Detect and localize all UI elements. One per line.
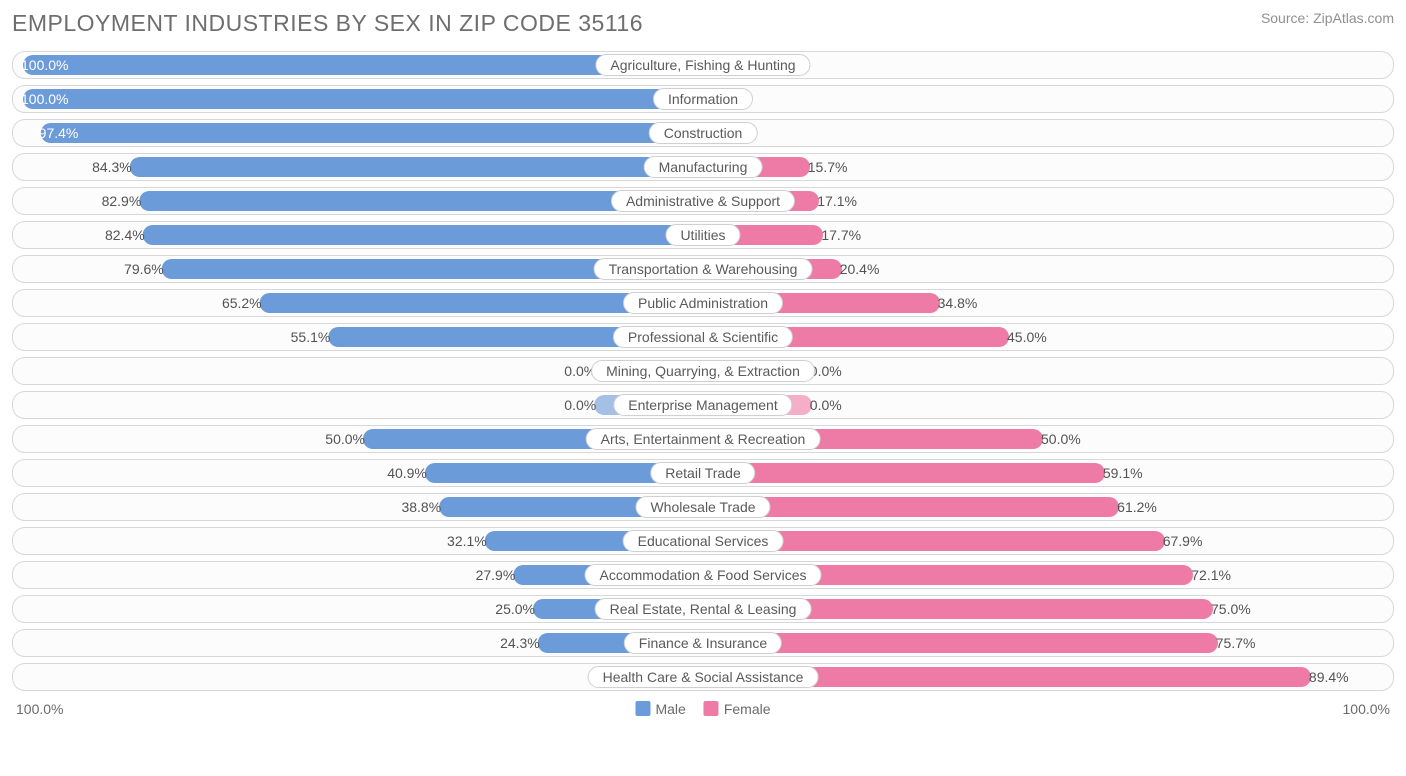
chart-row: 50.0% 50.0% Arts, Entertainment & Recreati…	[12, 425, 1394, 453]
swatch-male	[635, 701, 650, 716]
category-label: Finance & Insurance	[624, 632, 782, 654]
value-male: 25.0%	[495, 596, 535, 622]
value-male: 38.8%	[401, 494, 441, 520]
bar-male	[130, 157, 703, 177]
chart-rows: 100.0%0.0%Agriculture, Fishing & Hunting…	[12, 51, 1394, 691]
chart-row: 24.3% 75.7% Finance & Insurance	[12, 629, 1394, 657]
category-label: Professional & Scientific	[613, 326, 793, 348]
chart-row: 0.0% 0.0% Enterprise Management	[12, 391, 1394, 419]
value-male: 32.1%	[447, 528, 487, 554]
chart-title: EMPLOYMENT INDUSTRIES BY SEX IN ZIP CODE…	[12, 10, 643, 37]
category-label: Administrative & Support	[611, 190, 795, 212]
category-label: Real Estate, Rental & Leasing	[595, 598, 812, 620]
swatch-female	[704, 701, 719, 716]
chart-row: 10.6%89.4%Health Care & Social Assistanc…	[12, 663, 1394, 691]
value-male: 40.9%	[387, 460, 427, 486]
bar-female	[703, 463, 1105, 483]
category-label: Arts, Entertainment & Recreation	[586, 428, 821, 450]
category-label: Utilities	[665, 224, 740, 246]
value-female: 17.1%	[817, 188, 857, 214]
chart-source: Source: ZipAtlas.com	[1261, 10, 1394, 26]
chart-row: 38.8% 61.2% Wholesale Trade	[12, 493, 1394, 521]
category-label: Educational Services	[623, 530, 784, 552]
value-male: 79.6%	[124, 256, 164, 282]
chart-row: 97.4%2.6%Construction	[12, 119, 1394, 147]
value-female: 50.0%	[1041, 426, 1081, 452]
chart-row: 84.3% 15.7% Manufacturing	[12, 153, 1394, 181]
value-female: 75.7%	[1216, 630, 1256, 656]
chart-row: 27.9% 72.1% Accommodation & Food Services	[12, 561, 1394, 589]
axis-left-label: 100.0%	[16, 701, 63, 717]
category-label: Public Administration	[623, 292, 783, 314]
value-female: 67.9%	[1163, 528, 1203, 554]
chart-row: 40.9% 59.1% Retail Trade	[12, 459, 1394, 487]
value-male: 82.9%	[102, 188, 142, 214]
legend-female: Female	[704, 701, 771, 717]
category-label: Mining, Quarrying, & Extraction	[591, 360, 815, 382]
value-male: 100.0%	[21, 86, 68, 112]
value-male: 84.3%	[92, 154, 132, 180]
value-female: 72.1%	[1191, 562, 1231, 588]
category-label: Health Care & Social Assistance	[588, 666, 819, 688]
value-female: 75.0%	[1211, 596, 1251, 622]
chart-row: 82.9% 17.1% Administrative & Support	[12, 187, 1394, 215]
value-male: 24.3%	[500, 630, 540, 656]
value-female: 17.7%	[821, 222, 861, 248]
chart-row: 82.4% 17.7% Utilities	[12, 221, 1394, 249]
category-label: Agriculture, Fishing & Hunting	[595, 54, 810, 76]
category-label: Construction	[649, 122, 758, 144]
chart-row: 100.0%0.0%Information	[12, 85, 1394, 113]
value-female: 20.4%	[840, 256, 880, 282]
value-female: 45.0%	[1007, 324, 1047, 350]
chart-row: 79.6% 20.4% Transportation & Warehousing	[12, 255, 1394, 283]
category-label: Retail Trade	[650, 462, 755, 484]
value-male: 27.9%	[476, 562, 516, 588]
category-label: Enterprise Management	[613, 394, 792, 416]
value-female: 34.8%	[938, 290, 978, 316]
value-male: 100.0%	[21, 52, 68, 78]
chart-row: 25.0% 75.0% Real Estate, Rental & Leasing	[12, 595, 1394, 623]
value-female: 15.7%	[808, 154, 848, 180]
value-male: 65.2%	[222, 290, 262, 316]
bar-male	[41, 123, 703, 143]
chart-row: 100.0%0.0%Agriculture, Fishing & Hunting	[12, 51, 1394, 79]
category-label: Information	[653, 88, 753, 110]
value-male: 82.4%	[105, 222, 145, 248]
value-female: 59.1%	[1103, 460, 1143, 486]
axis-right-label: 100.0%	[1343, 701, 1390, 717]
legend-male: Male	[635, 701, 685, 717]
chart-row: 0.0%0.0%Mining, Quarrying, & Extraction	[12, 357, 1394, 385]
value-female: 89.4%	[1309, 664, 1349, 690]
chart-row: 55.1% 45.0% Professional & Scientific	[12, 323, 1394, 351]
category-label: Manufacturing	[644, 156, 763, 178]
value-male: 50.0%	[325, 426, 365, 452]
category-label: Wholesale Trade	[635, 496, 770, 518]
value-male: 55.1%	[291, 324, 331, 350]
category-label: Transportation & Warehousing	[594, 258, 813, 280]
category-label: Accommodation & Food Services	[585, 564, 822, 586]
value-male: 97.4%	[39, 120, 79, 146]
value-female: 0.0%	[810, 392, 842, 418]
chart-row: 65.2% 34.8% Public Administration	[12, 289, 1394, 317]
value-male: 0.0%	[564, 392, 596, 418]
bar-male	[23, 89, 703, 109]
chart-row: 32.1% 67.9% Educational Services	[12, 527, 1394, 555]
bar-male	[143, 225, 703, 245]
chart-legend: 100.0% Male Female 100.0%	[12, 701, 1394, 721]
value-female: 61.2%	[1117, 494, 1157, 520]
